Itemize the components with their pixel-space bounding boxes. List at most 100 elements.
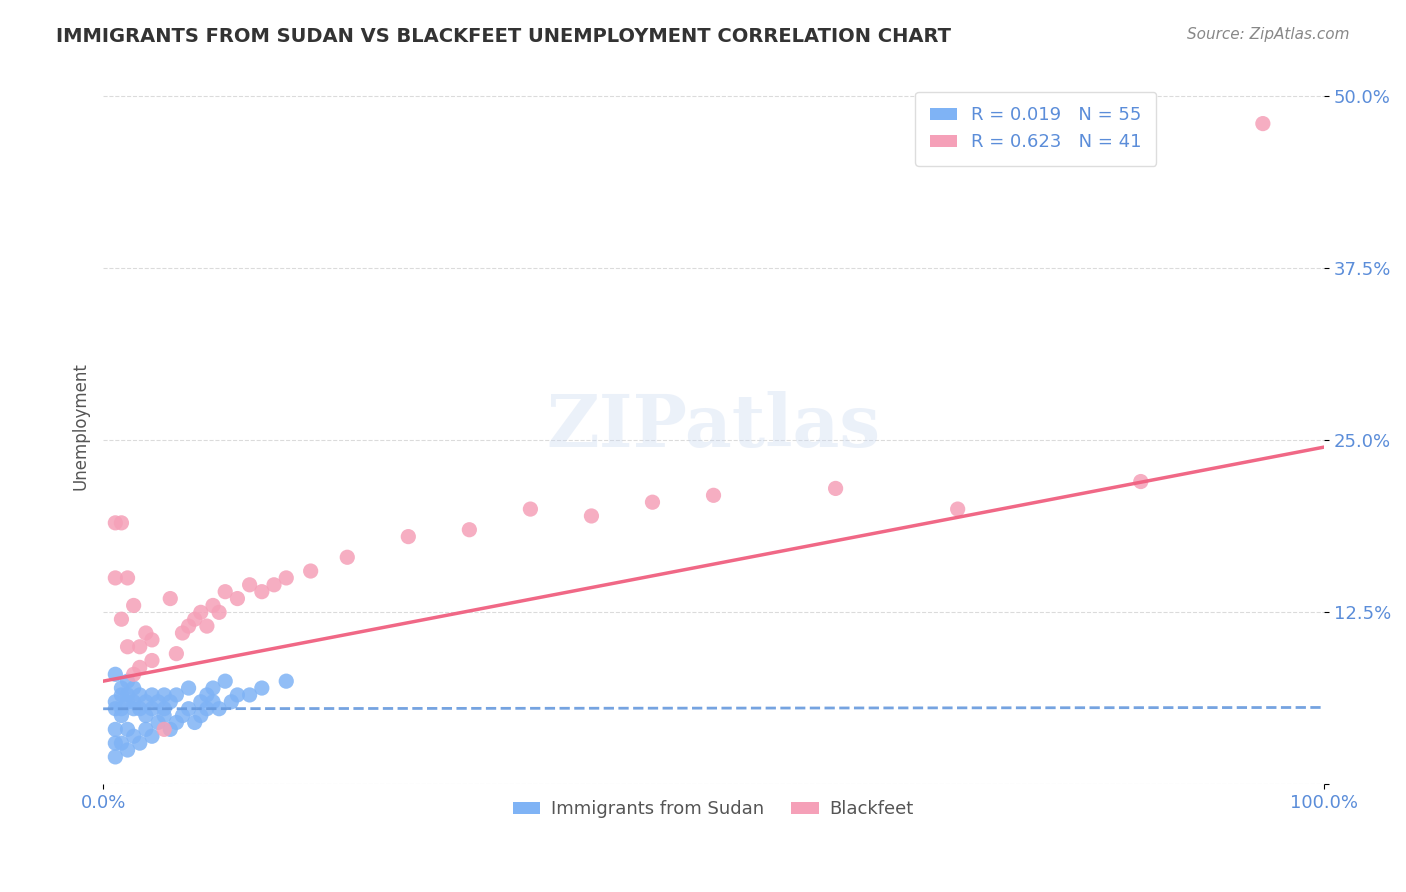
Point: [117, 688, 139, 702]
Point: [276, 674, 298, 689]
Point: [110, 702, 132, 716]
Point: [221, 695, 243, 709]
Point: [239, 578, 262, 592]
Point: [177, 619, 200, 633]
Point: [104, 736, 127, 750]
Point: [177, 681, 200, 695]
Point: [195, 702, 218, 716]
Point: [117, 723, 139, 737]
Point: [183, 612, 205, 626]
Text: Source: ZipAtlas.com: Source: ZipAtlas.com: [1187, 27, 1350, 42]
Point: [183, 715, 205, 730]
Point: [159, 695, 181, 709]
Point: [117, 695, 139, 709]
Point: [110, 516, 132, 530]
Point: [104, 571, 127, 585]
Point: [159, 591, 181, 606]
Point: [128, 688, 150, 702]
Point: [104, 695, 127, 709]
Point: [117, 571, 139, 585]
Point: [946, 502, 969, 516]
Point: [122, 681, 145, 695]
Point: [128, 660, 150, 674]
Point: [299, 564, 322, 578]
Point: [110, 708, 132, 723]
Point: [153, 702, 176, 716]
Point: [177, 702, 200, 716]
Point: [128, 702, 150, 716]
Point: [122, 695, 145, 709]
Point: [201, 681, 224, 695]
Point: [208, 605, 231, 619]
Text: ZIPatlas: ZIPatlas: [547, 391, 880, 462]
Point: [201, 599, 224, 613]
Point: [195, 619, 218, 633]
Point: [153, 688, 176, 702]
Point: [141, 632, 163, 647]
Point: [208, 702, 231, 716]
Point: [153, 723, 176, 737]
Point: [141, 688, 163, 702]
Point: [153, 708, 176, 723]
Point: [250, 681, 273, 695]
Point: [110, 736, 132, 750]
Point: [110, 612, 132, 626]
Point: [336, 550, 359, 565]
Point: [214, 584, 236, 599]
Point: [165, 688, 187, 702]
Point: [1129, 475, 1152, 489]
Point: [128, 640, 150, 654]
Point: [141, 729, 163, 743]
Point: [519, 502, 541, 516]
Point: [190, 605, 212, 619]
Point: [104, 723, 127, 737]
Point: [104, 667, 127, 681]
Point: [195, 688, 218, 702]
Point: [146, 695, 169, 709]
Point: [117, 640, 139, 654]
Y-axis label: Unemployment: Unemployment: [72, 362, 89, 491]
Point: [276, 571, 298, 585]
Point: [122, 729, 145, 743]
Point: [146, 715, 169, 730]
Point: [122, 599, 145, 613]
Point: [135, 626, 157, 640]
Point: [214, 674, 236, 689]
Point: [122, 667, 145, 681]
Point: [641, 495, 664, 509]
Point: [172, 626, 194, 640]
Point: [172, 708, 194, 723]
Text: IMMIGRANTS FROM SUDAN VS BLACKFEET UNEMPLOYMENT CORRELATION CHART: IMMIGRANTS FROM SUDAN VS BLACKFEET UNEMP…: [56, 27, 952, 45]
Point: [117, 674, 139, 689]
Point: [190, 708, 212, 723]
Legend: Immigrants from Sudan, Blackfeet: Immigrants from Sudan, Blackfeet: [506, 793, 921, 825]
Point: [165, 715, 187, 730]
Point: [104, 702, 127, 716]
Point: [396, 530, 419, 544]
Point: [702, 488, 724, 502]
Point: [110, 681, 132, 695]
Point: [190, 695, 212, 709]
Point: [581, 508, 603, 523]
Point: [226, 591, 249, 606]
Point: [1251, 117, 1274, 131]
Point: [263, 578, 285, 592]
Point: [135, 723, 157, 737]
Point: [104, 750, 127, 764]
Point: [117, 743, 139, 757]
Point: [104, 516, 127, 530]
Point: [141, 702, 163, 716]
Point: [141, 653, 163, 667]
Point: [239, 688, 262, 702]
Point: [250, 584, 273, 599]
Point: [226, 688, 249, 702]
Point: [128, 736, 150, 750]
Point: [135, 695, 157, 709]
Point: [159, 723, 181, 737]
Point: [824, 482, 846, 496]
Point: [122, 702, 145, 716]
Point: [110, 688, 132, 702]
Point: [135, 708, 157, 723]
Point: [201, 695, 224, 709]
Point: [165, 647, 187, 661]
